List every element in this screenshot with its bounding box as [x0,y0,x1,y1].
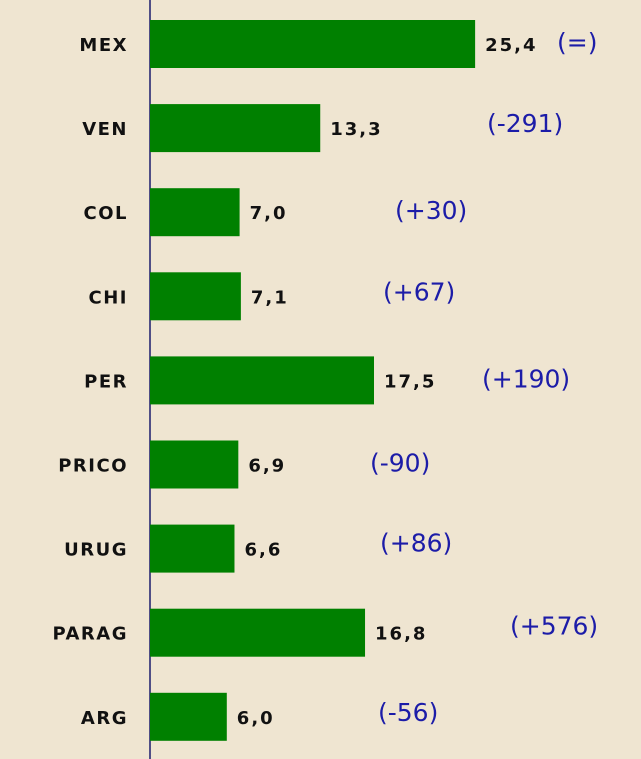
category-label: PRICO [58,456,128,477]
category-label: MEX [79,35,128,56]
category-label: ARG [81,708,128,729]
bar [150,188,240,237]
value-label: 6,0 [237,708,275,729]
bar [150,440,239,489]
value-label: 7,1 [251,287,289,308]
annotation: (-291) [487,109,563,138]
category-label: CHI [89,287,128,308]
annotation: (+67) [383,277,455,306]
bar [150,356,374,405]
category-label: PARAG [52,624,128,645]
category-label: COL [84,203,128,224]
bar [150,524,235,573]
value-label: 13,3 [330,119,382,140]
category-label: PER [84,371,128,392]
annotation: (+190) [482,364,570,393]
value-label: 25,4 [485,35,537,56]
annotation: (-56) [378,698,438,727]
bar [150,692,227,741]
category-label: URUG [64,540,128,561]
bar [150,272,241,321]
annotation: (=) [557,28,597,57]
bar [150,104,321,153]
annotation: (+30) [395,196,467,225]
value-label: 17,5 [384,371,436,392]
annotation: (+86) [380,529,452,558]
value-label: 6,9 [248,456,286,477]
annotation: (-90) [370,449,430,478]
bar [150,20,476,68]
value-label: 7,0 [250,203,288,224]
value-label: 16,8 [375,624,427,645]
annotation: (+576) [510,612,598,641]
value-label: 6,6 [244,540,282,561]
category-label: VEN [82,119,128,140]
bar [150,608,366,657]
